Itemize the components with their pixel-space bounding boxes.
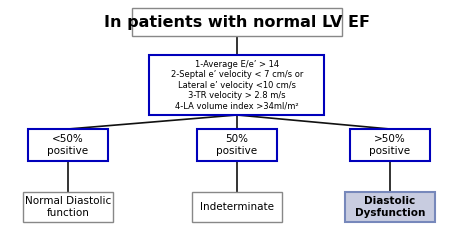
FancyBboxPatch shape: [28, 129, 108, 161]
Text: Indeterminate: Indeterminate: [200, 202, 274, 212]
Text: Normal Diastolic
function: Normal Diastolic function: [25, 196, 111, 218]
Text: 1-Average E/e’ > 14
2-Septal e’ velocity < 7 cm/s or
Lateral e’ velocity <10 cm/: 1-Average E/e’ > 14 2-Septal e’ velocity…: [171, 60, 303, 110]
Text: Diastolic
Dysfunction: Diastolic Dysfunction: [355, 196, 425, 218]
FancyBboxPatch shape: [197, 129, 277, 161]
FancyBboxPatch shape: [23, 192, 113, 222]
FancyBboxPatch shape: [149, 55, 325, 115]
Text: <50%
positive: <50% positive: [47, 134, 89, 156]
FancyBboxPatch shape: [350, 129, 430, 161]
FancyBboxPatch shape: [132, 8, 342, 36]
Text: >50%
positive: >50% positive: [369, 134, 410, 156]
FancyBboxPatch shape: [192, 192, 282, 222]
FancyBboxPatch shape: [345, 192, 435, 222]
Text: In patients with normal LV EF: In patients with normal LV EF: [104, 15, 370, 30]
Text: 50%
positive: 50% positive: [217, 134, 257, 156]
